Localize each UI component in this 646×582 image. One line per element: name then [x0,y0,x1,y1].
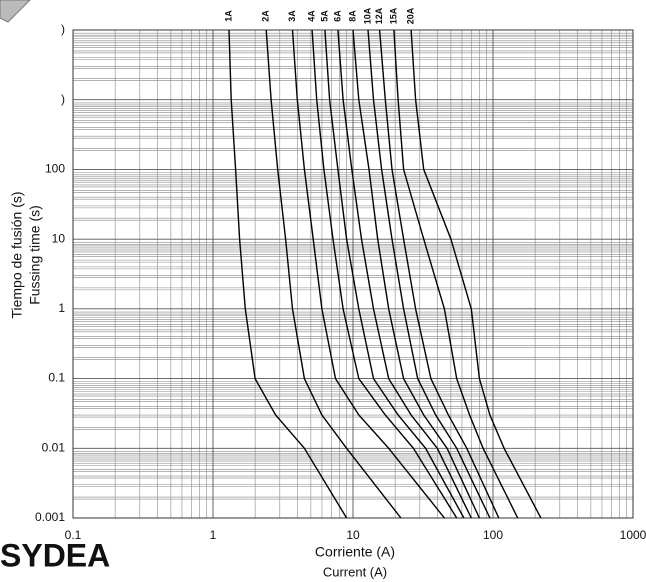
fuse-curve [337,29,472,519]
y-tick-label: 1 [58,301,65,315]
y-axis-subtitle: Fussing time (s) [27,205,43,305]
x-tick-label: 1000 [620,528,646,542]
fuse-curve [393,29,519,519]
fuse-curve [352,29,481,519]
x-tick-label: 100 [483,528,503,542]
curve-label: 5A [319,10,329,22]
fuse-curve [311,29,458,519]
fuse-curve [324,29,465,519]
curve-label: 6A [332,10,342,22]
fuse-curve [291,29,445,519]
fuse-curve [265,29,402,519]
fuse-curve [378,29,500,519]
x-axis-title: Corriente (A) [315,544,395,560]
curve-label: 3A [287,10,297,22]
curve-label: 4A [306,10,316,22]
y-tick-label: 0.01 [42,440,66,454]
x-tick-label: 1 [210,528,217,542]
x-axis-subtitle: Current (A) [323,564,387,579]
curve-label: 8A [347,10,357,22]
curve-label: 10A [362,7,372,24]
y-tick-label: ) [61,22,65,36]
curve-label: 20A [405,7,415,24]
fuse-graphic [0,0,31,23]
y-tick-label: ) [61,92,65,106]
y-tick-label: 0.001 [35,510,65,524]
x-tick-label: 0.1 [65,528,82,542]
y-tick-label: 100 [45,162,65,176]
y-tick-label: 10 [52,231,66,245]
fuse-curve [367,29,491,519]
y-axis-title: Tiempo de fusión (s) [9,191,25,318]
curve-label: 12A [374,7,384,24]
x-tick-label: 10 [346,528,360,542]
logo: SYDEA [0,537,110,573]
curve-label: 1A [223,10,233,22]
fuse-curve [410,29,542,519]
curve-label: 15A [388,7,398,24]
curve-label: 2A [261,10,271,22]
fuse-curve [228,29,348,519]
y-tick-label: 0.1 [48,371,65,385]
